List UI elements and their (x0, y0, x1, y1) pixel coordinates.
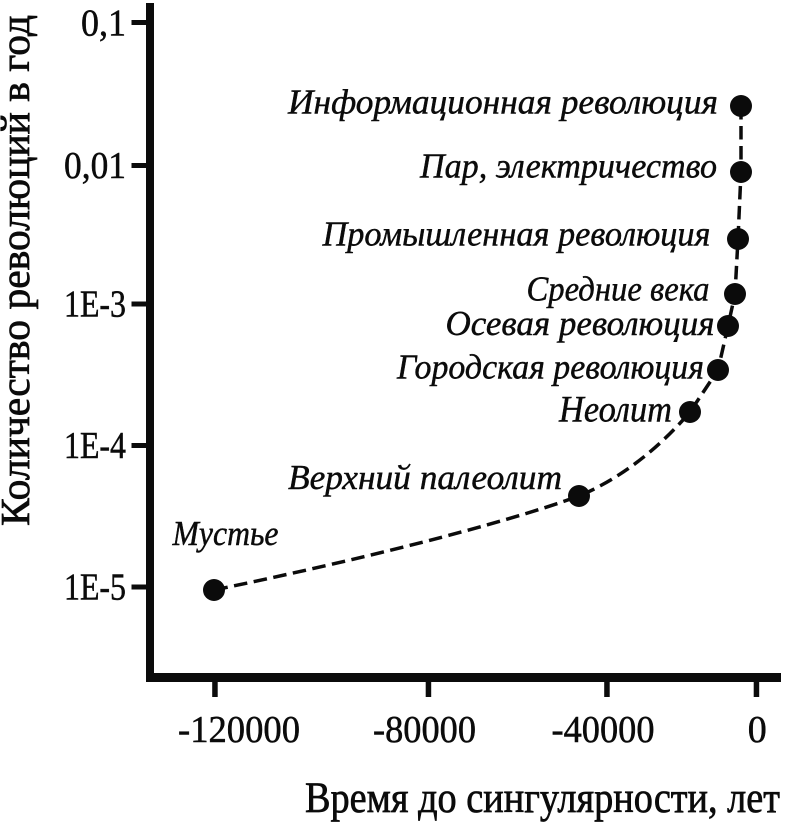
svg-text:Осевая революция: Осевая революция (446, 304, 715, 343)
svg-text:Пар, электричество: Пар, электричество (419, 147, 717, 186)
svg-text:Время до сингулярности, лет: Время до сингулярности, лет (305, 775, 780, 822)
svg-text:0: 0 (748, 709, 767, 751)
svg-text:Городская революция: Городская революция (396, 348, 704, 387)
svg-text:-40000: -40000 (552, 709, 655, 751)
svg-text:Мустье: Мустье (172, 514, 279, 553)
svg-text:Средние века: Средние века (527, 270, 710, 309)
svg-text:0,1: 0,1 (81, 3, 126, 45)
svg-text:Промышленная революция: Промышленная революция (322, 215, 711, 254)
svg-text:Неолит: Неолит (558, 389, 672, 430)
svg-text:1E-5: 1E-5 (64, 567, 126, 609)
svg-text:Информационная революция: Информационная революция (287, 82, 718, 121)
svg-text:0,01: 0,01 (64, 145, 126, 187)
svg-text:1E-3: 1E-3 (64, 284, 126, 326)
svg-text:Верхний палеолит: Верхний палеолит (288, 458, 562, 497)
svg-text:-80000: -80000 (373, 709, 476, 751)
svg-text:-120000: -120000 (178, 709, 300, 751)
svg-text:Количество революций в год: Количество революций в год (0, 15, 38, 526)
svg-text:1E-4: 1E-4 (64, 425, 126, 467)
